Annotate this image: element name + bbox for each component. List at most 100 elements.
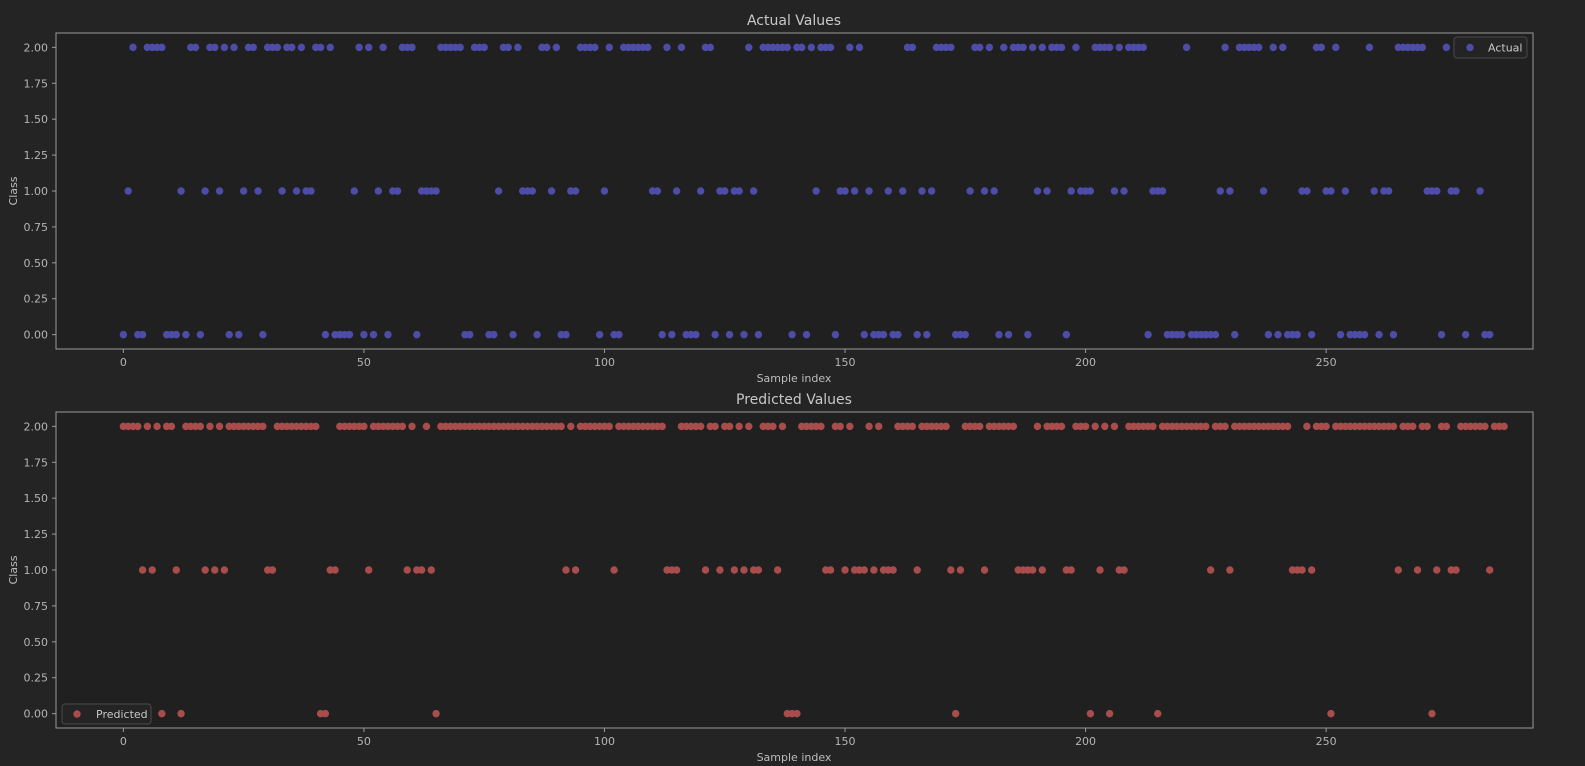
actual-data-point bbox=[1307, 330, 1316, 339]
predicted-data-point bbox=[865, 422, 873, 431]
predicted-data-point bbox=[1442, 422, 1451, 431]
predicted-data-point bbox=[360, 422, 368, 431]
actual-data-point bbox=[504, 43, 512, 52]
predicted-data-point bbox=[1096, 566, 1104, 574]
actual-data-point bbox=[215, 187, 224, 195]
predicted-y-tick-label: 0.75 bbox=[24, 600, 49, 613]
predicted-data-point bbox=[321, 709, 330, 718]
actual-data-point bbox=[927, 187, 936, 195]
actual-data-point bbox=[595, 330, 604, 339]
actual-data-point bbox=[600, 187, 609, 195]
actual-data-point bbox=[201, 187, 209, 195]
predicted-data-point bbox=[696, 422, 705, 431]
actual-data-point bbox=[1033, 187, 1042, 195]
predicted-data-point bbox=[745, 422, 753, 431]
actual-y-tick-label: 1.25 bbox=[24, 149, 49, 162]
actual-data-point bbox=[211, 43, 219, 52]
actual-data-point bbox=[1365, 43, 1374, 52]
actual-data-point bbox=[239, 187, 248, 195]
actual-data-point bbox=[788, 330, 796, 339]
actual-data-point bbox=[124, 187, 132, 195]
predicted-data-point bbox=[672, 566, 681, 574]
actual-data-point bbox=[1360, 330, 1369, 339]
actual-data-point bbox=[259, 330, 267, 339]
predicted-data-point bbox=[1394, 566, 1402, 574]
predicted-data-point bbox=[956, 566, 965, 574]
actual-data-point bbox=[1384, 187, 1393, 195]
predicted-data-point bbox=[1500, 422, 1508, 431]
actual-data-point bbox=[1375, 330, 1383, 339]
predicted-data-point bbox=[167, 422, 176, 431]
actual-data-point bbox=[1105, 43, 1114, 52]
actual-data-point bbox=[321, 330, 330, 339]
actual-data-point bbox=[230, 43, 238, 52]
actual-data-point bbox=[1452, 187, 1460, 195]
predicted-y-tick-label: 1.25 bbox=[24, 528, 49, 541]
predicted-data-point bbox=[365, 566, 373, 574]
predicted-data-point bbox=[398, 422, 407, 431]
predicted-x-tick-label: 50 bbox=[357, 735, 371, 748]
actual-data-point bbox=[514, 43, 522, 52]
actual-data-point bbox=[894, 330, 902, 339]
predicted-data-point bbox=[1413, 566, 1422, 574]
actual-data-point bbox=[1211, 330, 1220, 339]
actual-data-point bbox=[1115, 43, 1123, 52]
actual-data-point bbox=[668, 330, 676, 339]
actual-data-point bbox=[1226, 187, 1234, 195]
predicted-data-point bbox=[725, 422, 734, 431]
actual-data-point bbox=[1072, 43, 1080, 52]
predicted-data-point bbox=[177, 709, 185, 718]
actual-data-point bbox=[326, 43, 334, 52]
predicted-data-point bbox=[211, 566, 219, 574]
predicted-data-point bbox=[268, 566, 277, 574]
actual-data-point bbox=[408, 43, 416, 52]
predicted-legend-label: Predicted bbox=[96, 708, 148, 721]
predicted-data-point bbox=[711, 422, 719, 431]
actual-data-point bbox=[1019, 43, 1027, 52]
actual-x-tick-label: 100 bbox=[594, 356, 615, 369]
predicted-data-point bbox=[1481, 422, 1489, 431]
actual-data-point bbox=[923, 330, 931, 339]
predicted-data-point bbox=[1298, 566, 1306, 574]
actual-y-tick-label: 2.00 bbox=[24, 41, 49, 54]
predicted-data-point bbox=[1452, 566, 1460, 574]
predicted-data-point bbox=[206, 422, 214, 431]
predicted-ticks: 0 50 100 150 200 250 0.00 0.25 0.50 0.75 1.00 1.25 1… bbox=[24, 420, 1337, 748]
actual-data-point bbox=[1370, 187, 1378, 195]
predicted-x-tick-label: 100 bbox=[594, 735, 615, 748]
actual-data-point bbox=[1259, 187, 1268, 195]
actual-data-point bbox=[591, 43, 599, 52]
actual-data-point bbox=[1293, 330, 1301, 339]
predicted-data-point bbox=[1206, 566, 1215, 574]
actual-data-point bbox=[1028, 43, 1037, 52]
actual-data-point bbox=[985, 43, 994, 52]
actual-chart-title: Actual Values bbox=[747, 13, 841, 29]
actual-data-point bbox=[273, 43, 282, 52]
predicted-data-point bbox=[730, 566, 739, 574]
actual-data-point bbox=[846, 43, 854, 52]
actual-data-point bbox=[1004, 330, 1013, 339]
predicted-data-point bbox=[1033, 422, 1042, 431]
predicted-data-point bbox=[422, 422, 431, 431]
actual-data-point bbox=[1216, 187, 1224, 195]
actual-data-point bbox=[1486, 330, 1494, 339]
actual-data-point bbox=[1327, 187, 1335, 195]
predicted-data-point bbox=[1105, 709, 1114, 718]
predicted-data-point bbox=[976, 422, 984, 431]
predicted-data-point bbox=[1101, 422, 1109, 431]
predicted-data-point bbox=[1154, 709, 1162, 718]
predicted-data-point bbox=[1091, 422, 1099, 431]
actual-data-point bbox=[172, 330, 180, 339]
predicted-y-axis-label: Class bbox=[7, 555, 20, 584]
actual-data-point bbox=[696, 187, 705, 195]
predicted-data-point bbox=[1067, 566, 1075, 574]
actual-data-point bbox=[466, 330, 474, 339]
predicted-data-point bbox=[1409, 422, 1417, 431]
predicted-data-point bbox=[148, 566, 156, 574]
actual-data-point bbox=[1182, 43, 1191, 52]
actual-data-point bbox=[360, 330, 368, 339]
actual-plot-area bbox=[56, 33, 1533, 349]
actual-data-point bbox=[490, 330, 498, 339]
predicted-data-point bbox=[562, 566, 570, 574]
